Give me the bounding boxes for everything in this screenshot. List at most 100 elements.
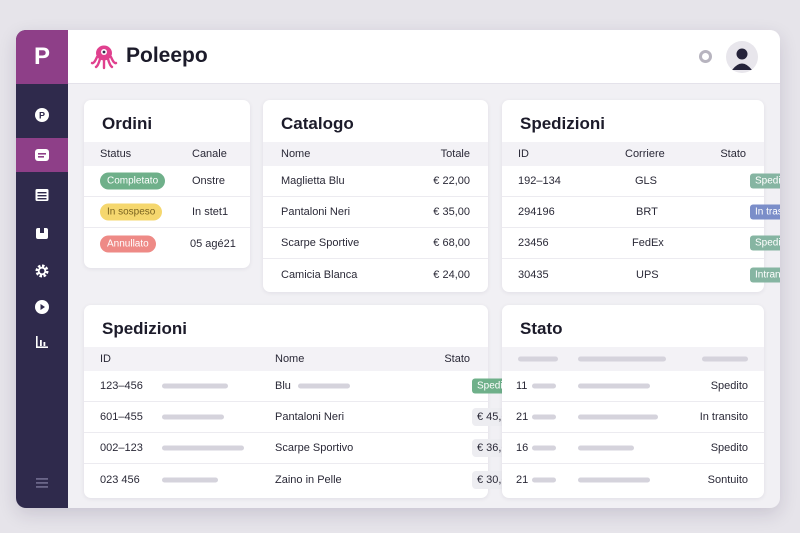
shipment-id: 30435 <box>518 268 549 281</box>
placeholder-bar <box>162 414 224 420</box>
col-id: ID <box>100 353 111 365</box>
carrier: FedEx <box>632 237 664 249</box>
placeholder-bar <box>532 383 556 389</box>
col-stato: Stato <box>444 353 470 365</box>
sidebar-item-media[interactable] <box>16 290 68 324</box>
carrier: BRT <box>636 206 658 218</box>
shipping-icon <box>36 228 48 239</box>
svg-text:P: P <box>39 111 45 121</box>
table-row[interactable]: 601–455 Pantaloni Neri € 45,00 <box>84 402 519 433</box>
brand[interactable]: Poleepo <box>90 42 208 70</box>
placeholder-bar <box>532 445 556 451</box>
table-row[interactable]: Completato Onstre <box>84 166 250 197</box>
status-label: Sontuito <box>707 473 748 486</box>
product-name: Scarpe Sportive <box>281 237 360 249</box>
sidebar-item-shipping[interactable] <box>16 216 68 250</box>
table-row[interactable]: 294196 BRT In trasib <box>502 197 780 228</box>
table-row[interactable]: 023 456 Zaino in Pelle € 30,00 <box>84 464 519 495</box>
chart-icon <box>36 336 48 348</box>
table-row[interactable]: Maglietta Blu € 22,00 <box>263 166 488 197</box>
orders-title: Ordini <box>102 114 153 133</box>
carrier: UPS <box>636 268 659 281</box>
status-badge: Completato <box>100 172 166 190</box>
avatar[interactable] <box>726 41 758 73</box>
col-nome: Nome <box>281 148 311 160</box>
catalog-header: Nome Totale <box>263 142 488 166</box>
shipments-header: ID Corriere Stato <box>502 142 764 166</box>
placeholder-bar <box>532 414 556 420</box>
col-canale: Canale <box>192 148 227 160</box>
shipments-detail-title: Spedizioni <box>102 319 187 338</box>
app-logo[interactable]: P <box>16 30 68 84</box>
table-row[interactable]: Camicia Blanca € 24,00 <box>263 259 488 290</box>
table-row[interactable]: Annullato 05 agé21 <box>84 228 250 259</box>
catalog-title: Catalogo <box>281 114 354 133</box>
table-row[interactable]: Scarpe Sportive € 68,00 <box>263 228 488 259</box>
shipment-id: 002–123 <box>100 442 143 454</box>
channel-cell: 05 agé21 <box>190 237 236 250</box>
count-value: 11 <box>516 380 528 392</box>
sidebar-item-settings[interactable] <box>16 254 68 288</box>
product-total: € 22,00 <box>433 175 470 187</box>
placeholder-bar <box>162 383 228 389</box>
carrier: GLS <box>635 175 658 187</box>
status-badge: In sospeso <box>100 203 163 221</box>
table-row[interactable]: 21 Sontuito <box>502 464 764 495</box>
count-value: 21 <box>516 473 529 486</box>
table-row[interactable]: 123–456 Blu Spedito <box>84 371 516 402</box>
table-row[interactable]: 192–134 GLS Spedito <box>502 166 780 197</box>
product-name: Camicia Blanca <box>281 268 358 281</box>
item-name: Zaino in Pelle <box>275 473 342 486</box>
col-status: Status <box>100 148 132 160</box>
octopus-logo-icon <box>90 45 118 70</box>
status-badge: Spedito <box>750 173 780 189</box>
placeholder-bar <box>518 356 558 362</box>
product-total: € 68,00 <box>433 237 470 249</box>
table-row[interactable]: 11 Spedito <box>502 371 764 402</box>
sidebar-item-reports[interactable] <box>16 325 68 359</box>
table-row[interactable]: In sospeso In stet1 <box>84 197 250 228</box>
shipments-card: Spedizioni ID Corriere Stato 192–134 GLS… <box>502 100 780 292</box>
placeholder-bar <box>578 445 634 451</box>
status-label: Spedito <box>710 380 748 392</box>
play-icon <box>35 300 49 314</box>
placeholder-bar <box>532 477 556 482</box>
placeholder-bar <box>162 477 218 482</box>
placeholder-bar <box>578 383 650 389</box>
brand-name: Poleepo <box>126 44 208 67</box>
table-row[interactable]: Pantaloni Neri € 35,00 <box>263 197 488 228</box>
table-row[interactable]: 16 Spedito <box>502 433 764 464</box>
table-row[interactable]: 21 In transito <box>502 402 764 433</box>
item-name: Pantaloni Neri <box>275 411 345 423</box>
shipment-id: 294196 <box>518 206 555 218</box>
sidebar: P P <box>16 30 68 508</box>
placeholder-bar <box>162 445 244 451</box>
orders-header: Status Canale <box>84 142 250 166</box>
catalog-card: Catalogo Nome Totale Maglietta Blu € 22,… <box>263 100 488 292</box>
channel-cell: In stet1 <box>192 206 229 218</box>
table-row[interactable]: 002–123 Scarpe Sportivo € 36,00 <box>84 433 519 464</box>
sidebar-item-orders[interactable] <box>16 138 68 172</box>
gear-icon <box>35 264 49 278</box>
shipment-id: 123–456 <box>100 380 143 392</box>
status-badge: Annullato <box>100 235 156 252</box>
product-name: Pantaloni Neri <box>281 206 351 218</box>
menu-icon <box>36 478 48 488</box>
status-title: Stato <box>520 319 563 338</box>
placeholder-bar <box>578 414 658 420</box>
sidebar-item-home[interactable]: P <box>16 98 68 132</box>
placeholder-bar <box>298 383 350 389</box>
product-total: € 24,00 <box>433 268 470 281</box>
sidebar-item-catalog[interactable] <box>16 178 68 212</box>
item-name: Blu <box>275 380 291 392</box>
sidebar-item-menu[interactable] <box>16 466 68 500</box>
status-card: Stato 11 Spedito 21 In transito 16 Spedi… <box>502 305 764 498</box>
orders-icon <box>35 149 49 161</box>
table-row[interactable]: 23456 FedEx Spedito <box>502 228 780 259</box>
shipment-id: 601–455 <box>100 411 143 423</box>
count-value: 21 <box>516 411 529 423</box>
top-bar: Poleepo <box>68 30 780 84</box>
notification-icon[interactable] <box>699 50 712 63</box>
shipment-id: 192–134 <box>518 175 561 187</box>
